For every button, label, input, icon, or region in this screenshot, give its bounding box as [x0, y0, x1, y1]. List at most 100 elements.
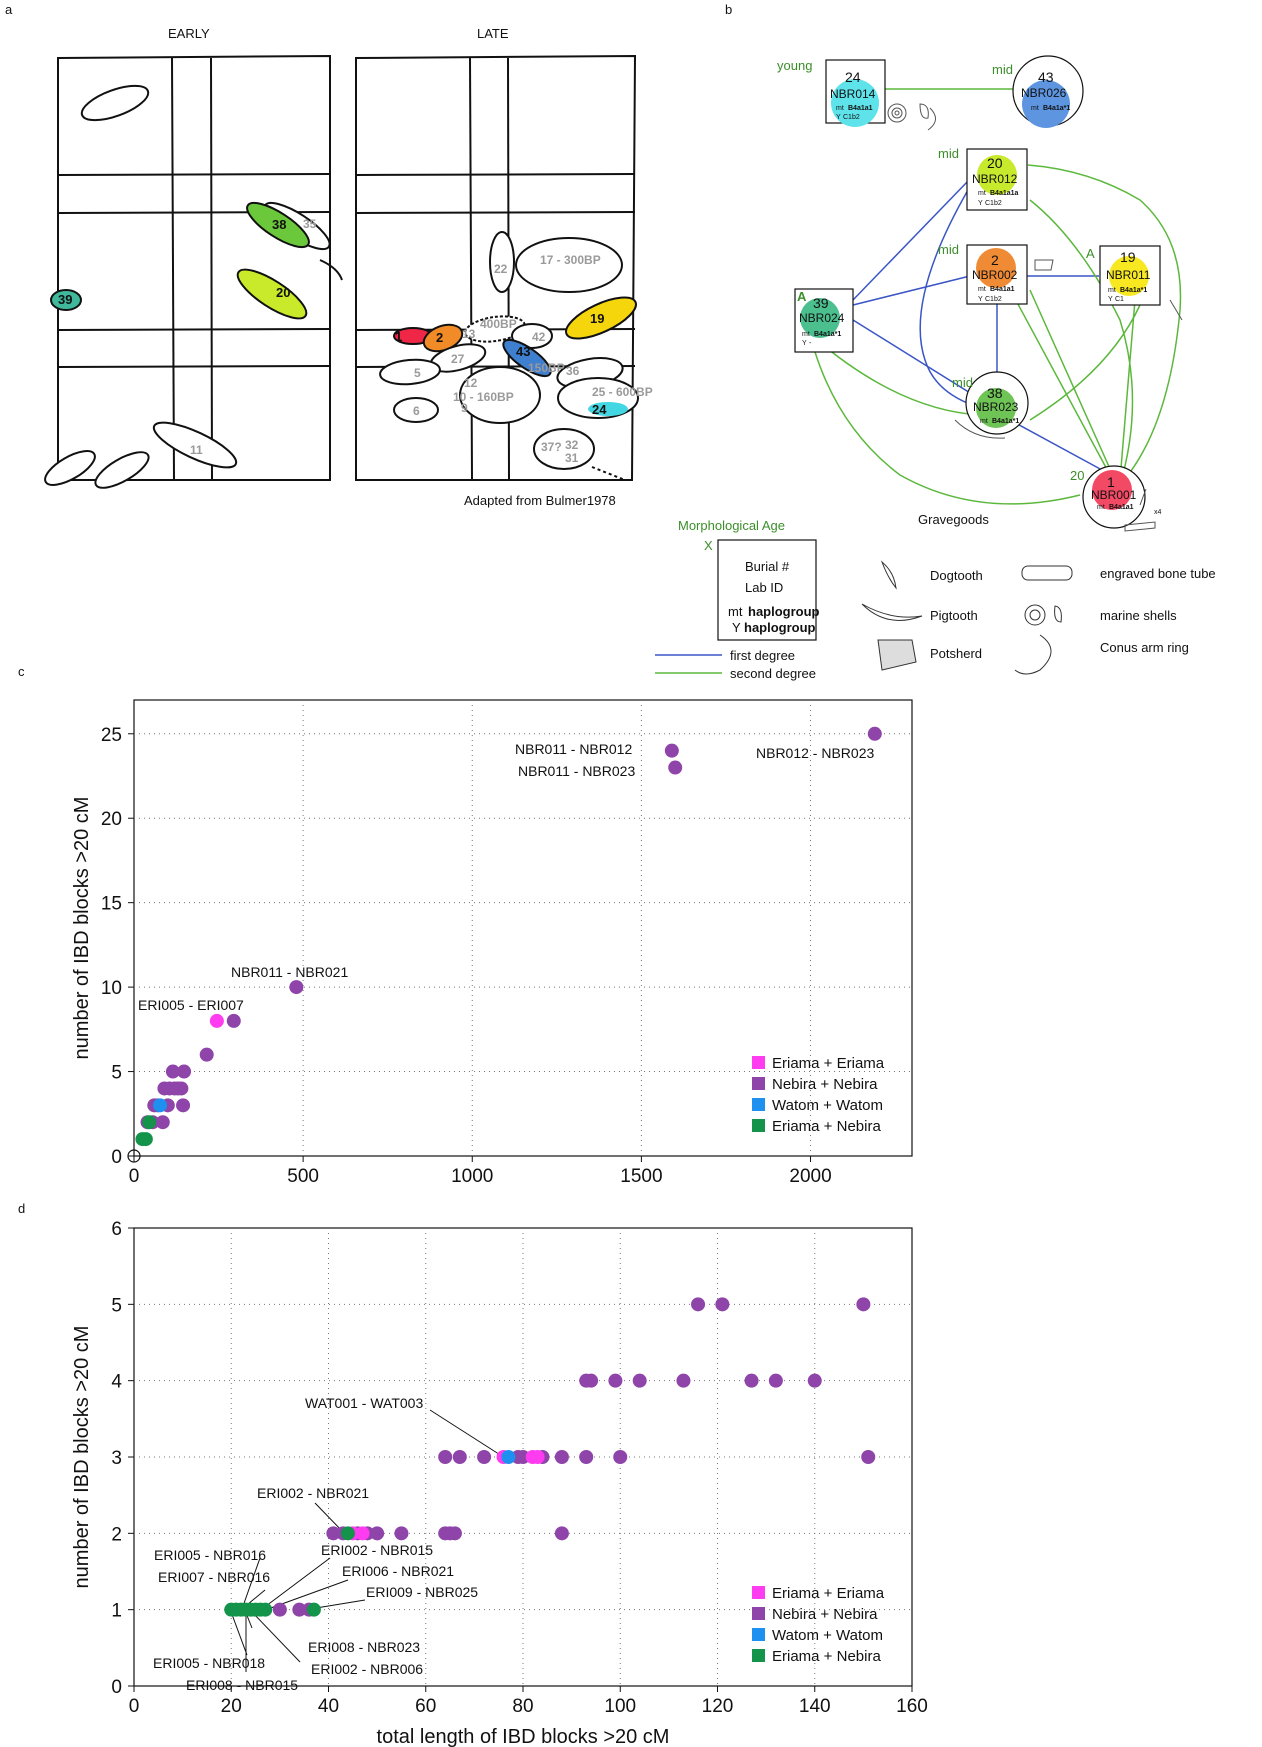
d-point: [530, 1450, 545, 1464]
key-y-hap: haplogroup: [744, 620, 816, 635]
c-point: [142, 1115, 157, 1130]
early-burial-20: 20: [276, 285, 290, 300]
node-nbr026: mid 43 NBR026 mt B4a1a*1: [992, 55, 1084, 128]
late-burial-25: 25 - 600BP: [592, 385, 653, 399]
late-burial-22: 22: [494, 262, 508, 276]
mt-prefix-nbr011: mt: [1108, 287, 1116, 294]
mt-prefix-nbr026: mt: [1031, 105, 1039, 112]
c-origin-marker: [127, 1149, 141, 1163]
annot-c-0: NBR011 - NBR012: [515, 741, 632, 757]
mt-hap-nbr002: B4a1a1: [990, 286, 1015, 293]
burial-num-nbr011: 19: [1120, 249, 1136, 265]
y-prefix-nbr014: Y: [836, 114, 841, 121]
legend-dogtooth: Dogtooth: [930, 568, 983, 583]
d-point: [584, 1373, 599, 1388]
legend-pigtooth: Pigtooth: [930, 608, 978, 623]
d-point: [394, 1526, 409, 1541]
node-nbr001: 20 1 NBR001 mt B4a1a1 x4: [1070, 465, 1162, 529]
panel-b: b young 24 NBR014: [655, 2, 1216, 681]
c-legend-label: Nebira + Nebira: [772, 1076, 878, 1093]
annot-d-4: ERI007 - NBR016: [158, 1569, 270, 1585]
c-legend-label: Eriama + Nebira: [772, 1118, 881, 1135]
d-xtick-label: 20: [221, 1696, 242, 1717]
d-point: [554, 1526, 569, 1541]
d-point: [554, 1450, 569, 1464]
late-burial-31: 31: [565, 451, 579, 465]
lab-id-nbr023: NBR023: [973, 400, 1019, 414]
d-point: [676, 1373, 691, 1388]
d-point: [715, 1297, 730, 1312]
d-point: [447, 1526, 462, 1541]
mt-prefix-nbr014: mt: [836, 105, 844, 112]
marine-shells-icon: [1024, 604, 1062, 626]
chart-c-legend: Eriama + Eriama Nebira + Nebira Watom + Wa…: [752, 1055, 885, 1135]
node-nbr011: A 19 NBR011 mt B4a1a*1 Y C1: [1086, 245, 1161, 306]
chart-c-ticks: 0 500 1000 1500 2000 0 5 10 15 20 25: [101, 725, 832, 1187]
d-ytick-label: 0: [111, 1677, 122, 1698]
d-point: [258, 1602, 273, 1617]
annot-c-2: NBR012 - NBR023: [756, 745, 874, 761]
chart-c-points: [127, 726, 882, 1163]
early-title: EARLY: [168, 26, 210, 41]
c-legend-swatch: [752, 1056, 765, 1069]
d-point: [452, 1450, 467, 1464]
mt-hap-nbr014: B4a1a1: [848, 105, 873, 112]
chart-d-legend: Eriama + Eriama Nebira + Nebira Watom + Wa…: [752, 1585, 885, 1665]
c-xtick-label: 1500: [620, 1166, 662, 1187]
d-xtick-label: 100: [604, 1696, 636, 1717]
early-burial-35: 35: [303, 217, 317, 231]
d-point: [516, 1450, 530, 1464]
c-point: [209, 1013, 224, 1028]
early-site-plan: [57, 54, 331, 481]
d-ytick-label: 1: [111, 1601, 122, 1622]
d-legend-label: Watom + Watom: [772, 1627, 883, 1644]
first-degree-edges: [852, 179, 1103, 471]
c-point: [668, 760, 683, 775]
key-lab-id: Lab ID: [745, 580, 783, 595]
c-point: [664, 743, 679, 758]
panel-a: a EARLY LATE 38 35 20 39 11: [5, 2, 653, 508]
gravegood-multiplier: x4: [1154, 509, 1162, 516]
annot-d-2: ERI005 - NBR016: [154, 1547, 266, 1563]
panel-c: c 0 500 1000 1500 2000 0 5 10 15 20 25 number of I…: [18, 664, 913, 1187]
late-burial-5: 5: [414, 366, 421, 380]
late-burial-37: 37?: [541, 440, 562, 454]
age-nbr024: A: [797, 289, 807, 304]
age-nbr011: A: [1086, 246, 1095, 261]
c-legend-label: Watom + Watom: [772, 1097, 883, 1114]
key-burial: Burial #: [745, 559, 790, 574]
gravegoods-legend: Dogtooth Pigtooth Potsherd engraved bone…: [861, 560, 1216, 675]
lab-id-nbr024: NBR024: [799, 311, 845, 325]
annot-d-1: ERI002 - NBR021: [257, 1485, 369, 1501]
late-burial-13: 13: [462, 327, 476, 341]
burial-num-nbr001: 1: [1107, 474, 1115, 490]
mt-prefix-nbr012: mt: [978, 190, 986, 197]
early-burial-39: 39: [58, 292, 72, 307]
late-burial-43: 43: [516, 344, 530, 359]
node-nbr014: young 24 NBR014 mt B4a1a1 Y C1b2: [777, 58, 886, 127]
c-xtick-label: 2000: [789, 1166, 831, 1187]
chart-d-ylabel: number of IBD blocks >20 cM: [71, 1326, 93, 1589]
d-legend-swatch: [752, 1628, 765, 1641]
mt-hap-nbr001: B4a1a1: [1109, 504, 1134, 511]
c-legend-swatch: [752, 1119, 765, 1132]
node-nbr002: mid 2 NBR002 mt B4a1a1 Y C1b2: [938, 242, 1028, 305]
d-xtick-label: 80: [512, 1696, 533, 1717]
mt-hap-nbr011: B4a1a*1: [1120, 287, 1147, 294]
age-nbr014: young: [777, 58, 812, 73]
mt-hap-nbr023: B4a1a*1: [992, 418, 1019, 425]
c-ytick-label: 5: [111, 1063, 122, 1084]
dogtooth-icon: [880, 560, 897, 590]
annot-c-4: ERI005 - ERI007: [138, 997, 244, 1013]
node-nbr023: mid 38 NBR023 mt B4a1a*1: [952, 371, 1029, 435]
lab-id-nbr014: NBR014: [830, 87, 876, 101]
c-point: [226, 1013, 241, 1028]
early-burial-11: 11: [190, 443, 203, 457]
lab-id-nbr002: NBR002: [972, 268, 1018, 282]
lab-id-nbr012: NBR012: [972, 172, 1018, 186]
burial-num-nbr024: 39: [813, 295, 829, 311]
annot-c-1: NBR011 - NBR023: [518, 763, 635, 779]
c-ytick-label: 10: [101, 978, 122, 999]
d-point: [579, 1450, 594, 1464]
